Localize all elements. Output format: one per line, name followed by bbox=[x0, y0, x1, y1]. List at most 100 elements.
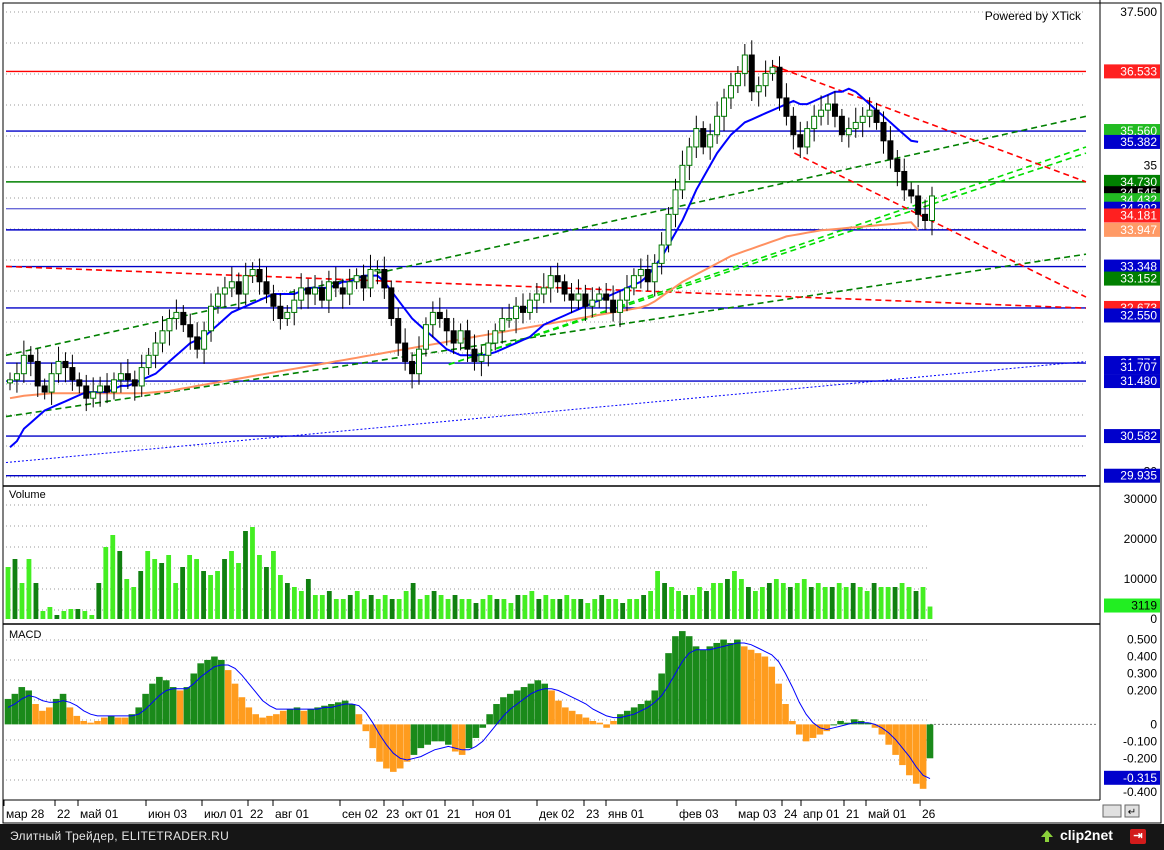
macd-bar bbox=[25, 690, 32, 725]
macd-bar bbox=[32, 704, 39, 725]
x-tick-label: сен 02 bbox=[342, 807, 378, 821]
candle-body bbox=[610, 299, 617, 313]
volume-bar bbox=[599, 595, 605, 619]
macd-bar bbox=[678, 631, 686, 725]
volume-bar bbox=[354, 591, 360, 619]
macd-bar bbox=[162, 680, 170, 725]
candle-body bbox=[693, 128, 700, 148]
candle-body bbox=[208, 305, 215, 332]
volume-bar bbox=[864, 591, 870, 619]
candle-body bbox=[429, 311, 436, 326]
candle-body bbox=[603, 293, 610, 301]
candle-body bbox=[519, 305, 526, 313]
candle-body bbox=[734, 72, 741, 87]
x-tick-label: 26 bbox=[922, 807, 936, 821]
candle-body bbox=[859, 115, 866, 123]
macd-bar bbox=[279, 710, 287, 725]
scroll-buttons[interactable]: ↵ bbox=[1102, 804, 1140, 818]
macd-bar bbox=[231, 683, 239, 725]
macd-bar bbox=[768, 666, 776, 725]
price-axis-label: 37.500 bbox=[1120, 5, 1157, 19]
macd-bar bbox=[878, 724, 886, 735]
price-tag bbox=[1104, 429, 1160, 444]
trendline bbox=[5, 360, 1087, 464]
macd-bar bbox=[438, 724, 445, 742]
volume-bar bbox=[508, 603, 514, 619]
x-tick-label: окт 01 bbox=[405, 807, 440, 821]
candle-body bbox=[894, 158, 901, 172]
volume-bar bbox=[12, 559, 18, 619]
candle-body bbox=[492, 330, 499, 344]
price-tag bbox=[1104, 598, 1160, 613]
clip2net-brand: clip2net bbox=[1060, 827, 1113, 843]
volume-bar bbox=[850, 583, 856, 619]
candle-body bbox=[360, 275, 367, 289]
candle-body bbox=[513, 305, 520, 320]
macd-bar bbox=[906, 724, 913, 776]
volume-bar bbox=[766, 583, 772, 619]
candle-body bbox=[270, 293, 277, 307]
price-tag bbox=[1104, 222, 1160, 237]
macd-bar bbox=[341, 700, 349, 725]
price-tag bbox=[1104, 374, 1160, 389]
fast-moving-average bbox=[9, 87, 919, 448]
candle-body bbox=[797, 134, 804, 148]
volume-bar bbox=[382, 595, 388, 619]
volume-bar bbox=[857, 587, 863, 619]
volume-bar bbox=[662, 583, 667, 619]
volume-bar bbox=[403, 591, 409, 619]
candle-body bbox=[256, 269, 263, 283]
candle-body bbox=[416, 348, 423, 375]
macd-bar bbox=[692, 646, 700, 725]
candle-body bbox=[457, 330, 464, 344]
trendline bbox=[448, 152, 1087, 366]
candle-body bbox=[187, 324, 194, 338]
candle-body bbox=[104, 385, 111, 393]
candle-body bbox=[318, 287, 325, 301]
macd-bar bbox=[266, 715, 273, 725]
x-tick-label: 24 bbox=[784, 807, 798, 821]
x-tick-label: июн 03 bbox=[148, 807, 187, 821]
volume-bar bbox=[571, 599, 577, 619]
macd-bar bbox=[45, 707, 53, 725]
moving-averages bbox=[9, 87, 919, 448]
macd-bar bbox=[190, 673, 198, 725]
macd-bar bbox=[630, 707, 638, 725]
price-tag-label: 33.947 bbox=[1120, 223, 1157, 237]
candle-body bbox=[755, 85, 762, 93]
macd-bar bbox=[431, 724, 438, 742]
macd-axis-label: 0.300 bbox=[1127, 666, 1157, 680]
volume-bar bbox=[913, 591, 919, 619]
candle-body bbox=[929, 195, 935, 221]
macd-bar bbox=[685, 636, 693, 725]
volume-bar bbox=[347, 595, 353, 619]
candle-body bbox=[312, 287, 319, 295]
macd-bar bbox=[802, 724, 810, 742]
volume-bar bbox=[676, 591, 681, 619]
candle-body bbox=[124, 373, 131, 381]
macd-bar bbox=[706, 646, 714, 725]
candle-body bbox=[526, 299, 533, 313]
price-tag-label: 35.382 bbox=[1120, 135, 1157, 149]
macd-bar bbox=[286, 709, 294, 725]
macd-bar bbox=[734, 639, 741, 725]
macd-bar bbox=[617, 714, 624, 725]
exit-icon[interactable]: ⇥ bbox=[1130, 829, 1146, 844]
volume-bars bbox=[5, 527, 933, 619]
volume-bar bbox=[787, 587, 793, 619]
volume-bar bbox=[361, 599, 367, 619]
volume-bar bbox=[669, 587, 674, 619]
macd-histogram bbox=[4, 631, 1098, 789]
x-tick-label: ноя 01 bbox=[475, 807, 512, 821]
price-tag-label: 34.730 bbox=[1120, 175, 1157, 189]
price-tag-label: 35.560 bbox=[1120, 124, 1157, 138]
volume-axis-label: 20000 bbox=[1124, 532, 1158, 546]
volume-bar bbox=[745, 587, 751, 619]
macd-axis-label: 0.200 bbox=[1127, 683, 1157, 697]
volume-bar bbox=[906, 587, 912, 619]
chart-canvas[interactable]: 37.500353036.53335.56035.38234.73034.545… bbox=[0, 0, 1164, 824]
macd-bar bbox=[754, 653, 762, 725]
candle-body bbox=[228, 281, 235, 289]
horizontal-levels bbox=[6, 70, 1086, 477]
macd-bar bbox=[837, 720, 844, 725]
